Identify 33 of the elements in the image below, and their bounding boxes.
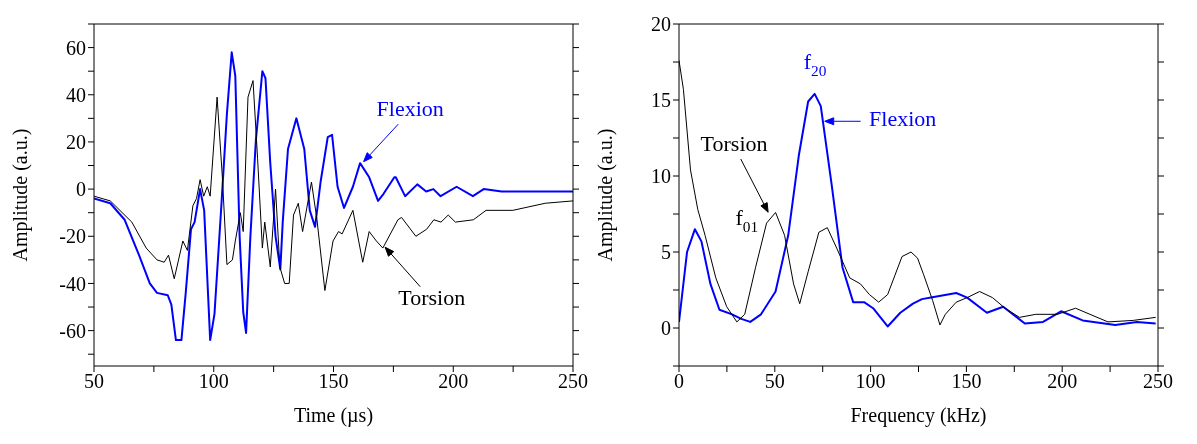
y-axis-title: Amplitude (a.u.)	[594, 128, 618, 262]
y-tick-label: -60	[59, 319, 86, 342]
y-tick-label: 40	[66, 83, 86, 106]
x-tick-label: 50	[764, 370, 785, 393]
y-tick-label: 15	[651, 89, 671, 112]
x-tick-label: 200	[1047, 370, 1078, 393]
x-tick-label: 150	[318, 370, 349, 393]
x-tick-label: 200	[438, 370, 469, 393]
y-tick-label: 20	[66, 131, 86, 154]
y-tick-label: 0	[76, 178, 86, 201]
y-tick-label: 20	[651, 13, 671, 36]
y-tick-label: -40	[59, 272, 86, 295]
y-tick-label: 60	[66, 36, 86, 59]
y-tick-label: -20	[59, 225, 86, 248]
annotation: Flexion	[376, 96, 444, 122]
x-tick-label: 100	[855, 370, 886, 393]
y-tick-label: 10	[651, 165, 671, 188]
y-tick-label: 0	[661, 317, 671, 340]
y-axis-title: Amplitude (a.u.)	[9, 128, 33, 262]
annotation: Torsion	[398, 284, 466, 310]
annotation: Torsion	[700, 131, 768, 157]
x-tick-label: 250	[558, 370, 588, 393]
x-tick-label: 150	[951, 370, 982, 393]
x-tick-label: 250	[1143, 370, 1173, 393]
y-tick-label: 5	[661, 241, 671, 264]
x-tick-label: 50	[84, 370, 104, 393]
annotation: f$_{20}$	[803, 48, 827, 79]
line-series	[94, 51, 573, 342]
x-axis-title: Frequency (kHz)	[850, 404, 987, 427]
annotation: f$_{01}$	[735, 205, 759, 236]
x-tick-label: 100	[198, 370, 229, 393]
x-axis-title: Time (µs)	[293, 404, 374, 427]
annotation: Flexion	[869, 106, 937, 132]
